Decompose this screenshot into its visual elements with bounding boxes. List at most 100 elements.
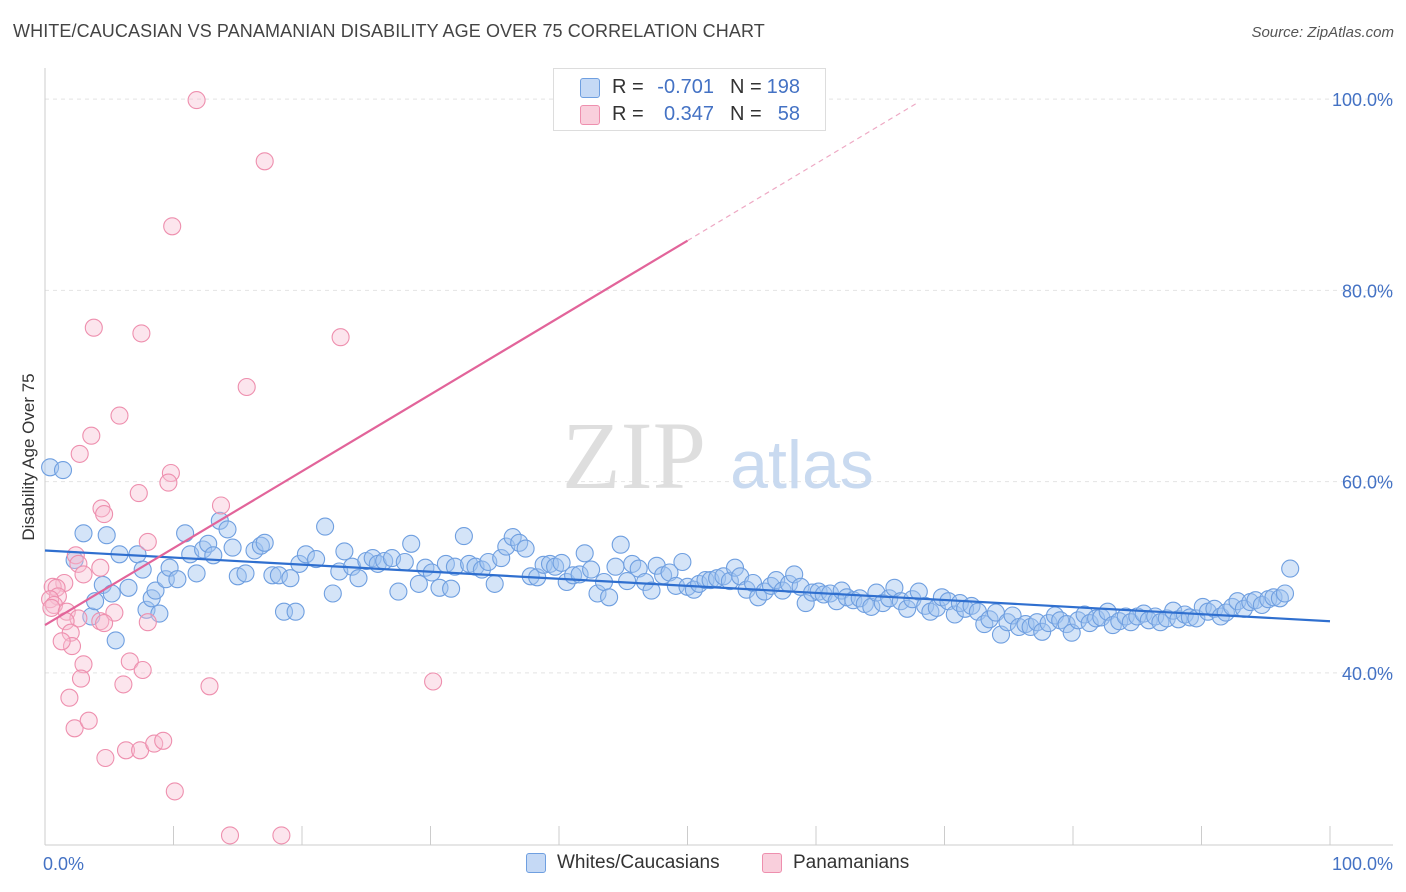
point-whites [106,631,125,650]
point-whites [485,574,504,593]
point-whites [575,544,594,563]
point-whites [119,578,138,597]
point-panamanians [74,565,93,584]
chart-title: WHITE/CAUCASIAN VS PANAMANIAN DISABILITY… [13,21,765,41]
legend-n-value: 58 [777,103,800,125]
point-panamanians [82,426,101,445]
point-panamanians [110,406,129,425]
point-whites [442,579,461,598]
point-whites [363,549,382,568]
point-whites [133,560,152,579]
point-panamanians [62,637,82,656]
legend-n-label: N = [730,76,762,98]
point-whites [176,524,195,543]
point-whites [606,557,625,576]
point-whites [588,584,607,603]
point-whites [223,538,242,557]
point-whites [204,546,223,565]
point-whites [269,566,288,585]
point-panamanians [84,318,103,337]
point-whites [307,550,326,569]
point-whites [218,520,237,539]
source-label: Source: ZipAtlas.com [1251,24,1394,41]
point-whites [445,557,464,576]
point-panamanians [65,719,84,738]
y-tick-label: 100.0% [1332,90,1393,110]
point-panamanians [138,532,157,551]
stats-legend: R = -0.701 N = 198 R = 0.347 N = 58 [553,68,826,131]
point-panamanians [69,554,88,573]
x-tick-label: 0.0% [43,854,84,874]
point-whites [673,552,692,572]
point-whites [1087,609,1106,628]
point-panamanians [95,505,114,524]
point-panamanians [211,496,231,515]
point-panamanians [70,444,89,463]
point-panamanians [132,324,151,343]
bottom-legend-panamanians: Panamanians [793,852,910,873]
point-whites [187,564,206,583]
point-whites [975,615,994,634]
point-whites [552,553,571,572]
point-whites [409,574,428,593]
point-whites [389,582,408,601]
point-whites [492,549,511,568]
point-whites [1016,615,1035,634]
bottom-legend-swatch-whites [526,853,546,873]
point-whites [611,535,630,554]
trend-line-panamanians [44,239,689,627]
axes [44,68,1393,846]
bottom-legend-swatch-panamanians [762,853,782,873]
legend-row-whites: R = -0.701 N = 198 [554,74,825,100]
point-panamanians [120,652,139,671]
legend-r-label: R = [612,76,644,98]
point-whites [255,533,274,552]
point-whites [454,527,473,546]
point-whites [402,534,421,553]
point-whites [582,560,601,579]
grid-lines [45,98,1393,674]
y-tick-labels: 40.0% 60.0% 80.0% 100.0% [1332,90,1393,684]
point-panamanians [331,328,350,347]
trend-line-whites [44,549,1331,623]
watermark: ZIP atlas [562,402,874,509]
point-panamanians [91,558,110,577]
point-panamanians [60,688,79,707]
point-whites [1080,614,1099,633]
watermark-zip: ZIP [562,402,706,509]
point-whites [516,539,535,558]
point-whites [199,534,218,553]
point-whites [323,584,342,603]
point-whites [916,596,935,615]
point-whites [696,571,715,590]
point-whites [1164,601,1183,620]
point-whites [898,599,917,618]
point-whites [281,569,300,588]
point-panamanians [42,598,61,617]
point-panamanians [424,672,443,691]
point-panamanians [163,217,182,236]
point-whites [1270,589,1289,608]
bottom-legend-whites: Whites/Caucasians [557,852,720,873]
point-whites [862,597,881,616]
x-tick-labels: 0.0% 100.0% [43,854,1393,874]
y-tick-label: 60.0% [1342,473,1393,493]
point-panamanians [159,473,178,492]
point-panamanians [129,484,148,503]
y-axis-label: Disability Age Over 75 [19,373,38,540]
point-panamanians [114,675,133,694]
point-whites [980,610,999,629]
point-whites [316,517,335,536]
point-whites [1039,614,1058,633]
point-whites [642,581,661,600]
point-whites [335,542,354,561]
point-panamanians [165,782,184,801]
point-panamanians [95,614,114,633]
point-panamanians [52,632,71,651]
point-whites [534,555,553,574]
legend-n-label: N = [730,103,762,125]
legend-r-value: -0.701 [657,76,714,98]
point-whites [97,526,116,545]
point-panamanians [116,741,136,760]
